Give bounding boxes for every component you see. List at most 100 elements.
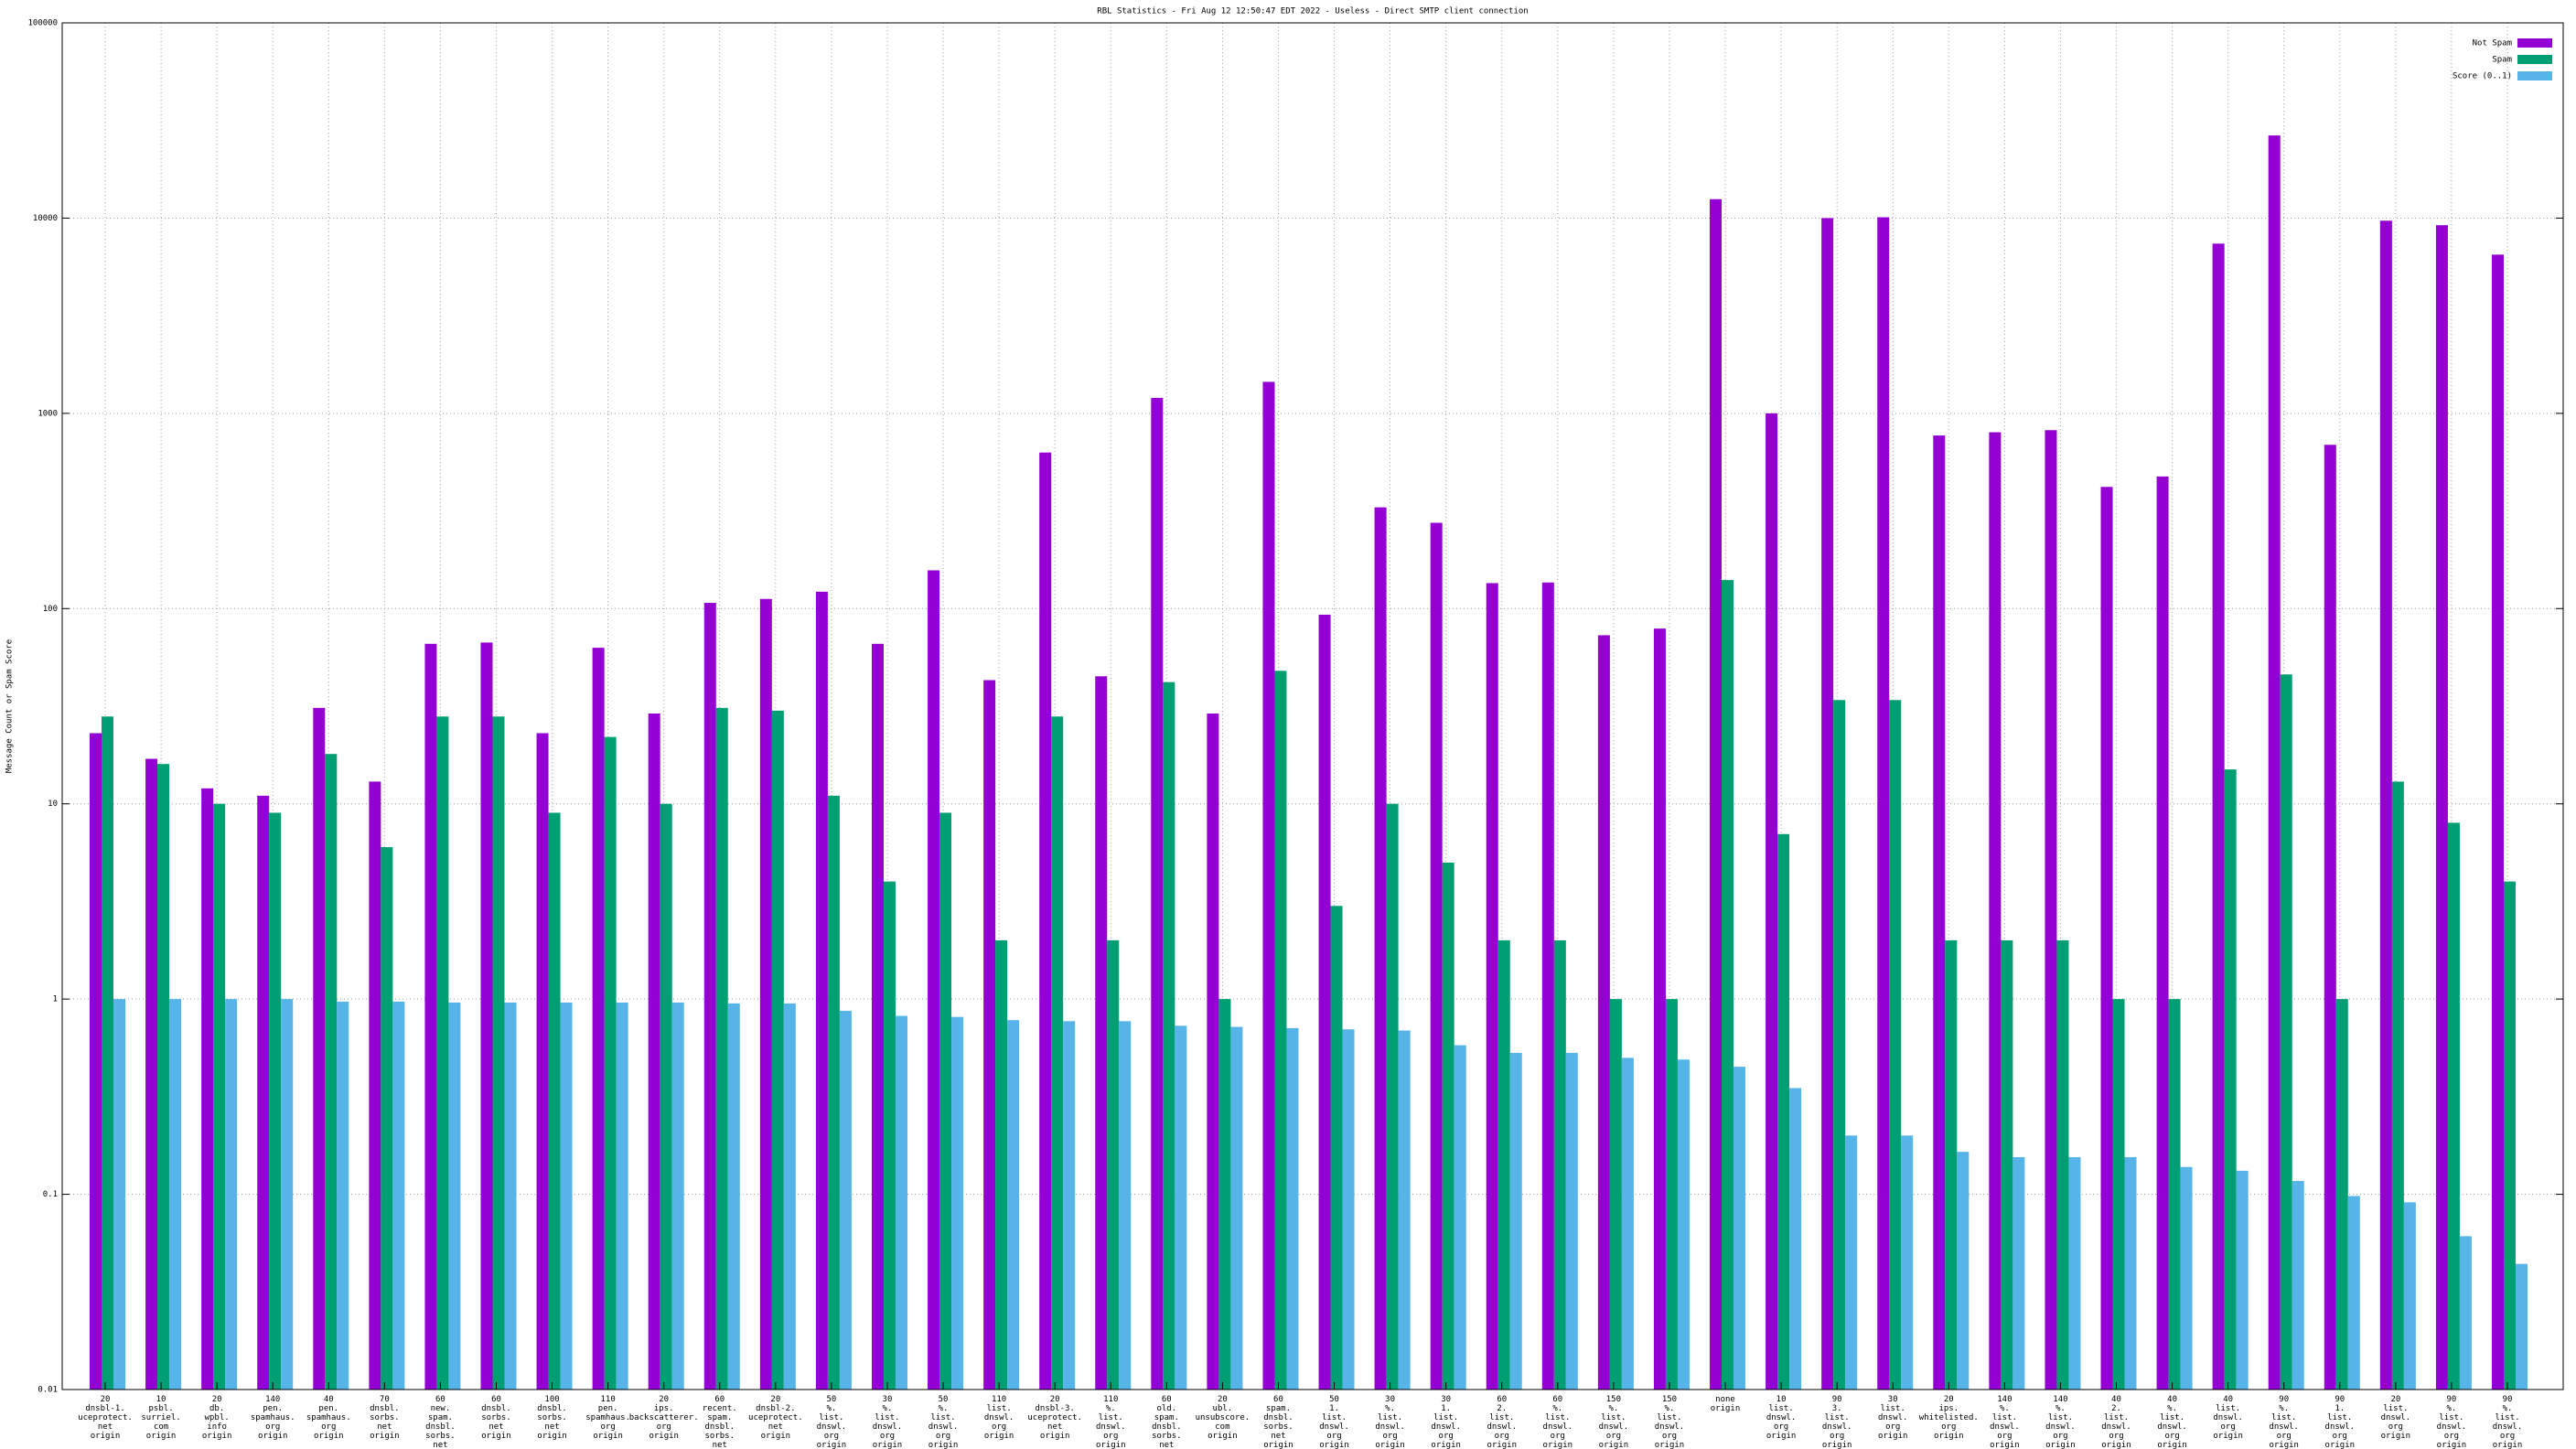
bar	[2492, 254, 2504, 1390]
x-tick-label-line: org	[992, 1422, 1006, 1432]
x-tick-label-line: ubl.	[1213, 1404, 1233, 1413]
bar	[1151, 397, 1164, 1390]
x-tick-label-line: dnswl.	[1599, 1422, 1629, 1432]
bar	[2180, 1166, 2193, 1390]
x-tick-label-line: 40	[2167, 1395, 2177, 1404]
bar	[560, 1002, 573, 1390]
bar	[928, 570, 940, 1390]
x-tick-label-line: 140	[2053, 1395, 2067, 1404]
x-tick-label-line: list.	[1881, 1404, 1905, 1413]
bar	[2280, 674, 2292, 1390]
bar	[2324, 445, 2336, 1390]
bar	[939, 812, 952, 1390]
x-tick-label-line: origin	[1096, 1441, 1126, 1449]
bar	[1442, 862, 1454, 1390]
x-tick-label-line: sorbs.	[537, 1413, 567, 1422]
x-tick-label-line: dnswl.	[873, 1422, 903, 1432]
x-tick-label-line: origin	[1934, 1432, 1964, 1441]
legend-label: Spam	[2492, 56, 2512, 65]
x-tick-label-line: %.	[826, 1404, 836, 1413]
x-tick-label-line: origin	[1990, 1441, 2020, 1449]
x-tick-label-line: net	[98, 1422, 113, 1432]
x-tick-label-line: dnswl.	[1375, 1422, 1405, 1432]
x-tick-label-line: origin	[2045, 1441, 2076, 1449]
x-tick-label: 40 2. list. dnswl. org origin	[2101, 1395, 2131, 1449]
bar	[715, 707, 728, 1390]
x-tick-label-line: dnswl.	[2045, 1422, 2076, 1432]
bar	[1553, 939, 1566, 1390]
x-tick-label: 150%. list. dnswl. org origin	[1655, 1395, 1685, 1449]
x-tick-label-line: 90	[2334, 1395, 2345, 1404]
x-tick-label: 10 list. dnswl. org origin	[1766, 1395, 1797, 1441]
x-tick-label-line: list.	[875, 1413, 899, 1422]
x-tick-label-line: dnsbl.	[425, 1422, 456, 1432]
x-tick-label-line: origin	[1822, 1441, 1852, 1449]
x-tick-label-line: net	[488, 1422, 503, 1432]
bar	[102, 716, 113, 1390]
x-tick-label-line: origin	[370, 1432, 400, 1441]
x-tick-label-line: dnswl.	[1655, 1422, 1685, 1432]
x-tick-label-line: origin	[1375, 1441, 1405, 1449]
bar	[281, 999, 294, 1390]
x-tick-label-line: origin	[817, 1441, 847, 1449]
bar	[90, 733, 102, 1390]
x-tick-label-line: 50	[1329, 1395, 1339, 1404]
x-tick-label: 20 db. wpbl. info origin	[202, 1395, 232, 1441]
x-tick-label-line: origin	[1487, 1441, 1517, 1449]
x-tick-label-line: 60	[1162, 1395, 1172, 1404]
x-tick-label-line: list.	[2048, 1413, 2073, 1422]
y-tick-label: 10000	[33, 214, 58, 223]
x-tick-label-line: dnsbl.	[1263, 1413, 1293, 1422]
x-tick-label-line: origin	[984, 1432, 1014, 1441]
x-tick-label-line: list.	[1322, 1413, 1347, 1422]
x-tick-label-line: origin	[1599, 1441, 1629, 1449]
x-tick-label-line: list.	[1378, 1413, 1402, 1422]
x-tick-label-line: uceprotect.	[748, 1413, 803, 1422]
x-tick-label-line: dnswl.	[2213, 1413, 2243, 1422]
bar	[1095, 676, 1108, 1390]
x-tick-label-line: 20	[1050, 1395, 1060, 1404]
x-tick-label-line: org	[1662, 1432, 1677, 1441]
x-tick-label-line: list.	[930, 1413, 955, 1422]
bar	[1877, 217, 1890, 1390]
x-tick-label-line: origin	[537, 1432, 567, 1441]
bar	[2335, 999, 2348, 1390]
x-tick-label-line: 20	[770, 1395, 780, 1404]
bar	[839, 1011, 852, 1390]
bar	[660, 803, 672, 1390]
x-tick-label-line: origin	[2101, 1441, 2131, 1449]
x-tick-label-line: spam.	[1154, 1413, 1179, 1422]
bar	[1274, 671, 1287, 1390]
x-tick-label-line: list.	[1545, 1413, 1570, 1422]
bar	[1262, 381, 1275, 1390]
legend-swatch	[2517, 55, 2552, 64]
legend-swatch	[2517, 38, 2552, 48]
x-tick-label: 20 list. dnswl. org origin	[2381, 1395, 2411, 1441]
x-tick-label-line: org	[2333, 1432, 2347, 1441]
x-tick-label-line: spamhaus.	[585, 1413, 630, 1422]
bar	[1789, 1088, 1802, 1390]
x-tick-label-line: list.	[2383, 1404, 2408, 1413]
x-tick-label-line: 1.	[1329, 1404, 1339, 1413]
x-tick-label-line: dnswl.	[2269, 1422, 2299, 1432]
x-tick-label-line: backscatterer.	[629, 1413, 699, 1422]
x-tick-label-line: origin	[2213, 1432, 2243, 1441]
x-tick-label-line: %.	[1106, 1404, 1116, 1413]
bar	[424, 643, 437, 1390]
bar	[1989, 432, 2002, 1390]
bar	[1107, 939, 1120, 1390]
x-tick-label-line: dnswl.	[1990, 1422, 2020, 1432]
x-tick-label-line: origin	[873, 1441, 903, 1449]
y-tick-label: 100	[43, 605, 58, 614]
x-tick-label-line: 60	[491, 1395, 501, 1404]
x-tick-label-line: dnsbl.	[537, 1404, 567, 1413]
x-tick-label: 60 dnsbl. sorbs. net origin	[481, 1395, 511, 1441]
x-tick-label-line: org	[936, 1432, 950, 1441]
x-tick-label-line: org	[1495, 1432, 1509, 1441]
bar	[1710, 199, 1723, 1390]
x-tick-label-line: 50	[939, 1395, 949, 1404]
bar	[113, 999, 125, 1390]
x-tick-label-line: dnswl.	[1431, 1422, 1461, 1432]
